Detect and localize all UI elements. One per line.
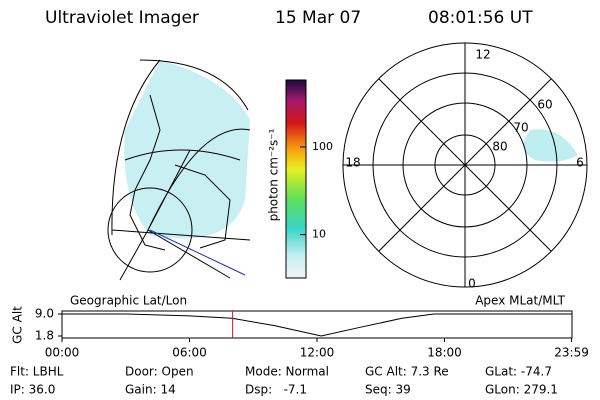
status-field: Seq: 39 (365, 383, 411, 397)
x-tick-label: 18:00 (427, 346, 462, 360)
colorbar-tick-label: 10 (312, 228, 326, 241)
mlt-label: 12 (475, 48, 490, 62)
geo-map (107, 59, 251, 281)
status-field: GLat: -74.7 (485, 365, 552, 379)
mlt-label: 0 (468, 277, 476, 291)
x-tick-label: 00:00 (45, 346, 80, 360)
x-tick-label: 12:00 (300, 346, 335, 360)
timeline-right-label: Apex MLat/MLT (475, 294, 565, 308)
timeline-frame (61, 310, 573, 339)
instrument: Ultraviolet Imager (45, 8, 199, 28)
status-field: Mode: Normal (245, 365, 329, 379)
x-tick-label: 23:59 (554, 346, 589, 360)
timeline-ylabel: GC Alt (11, 306, 25, 344)
status-field: GC Alt: 7.3 Re (365, 365, 449, 379)
time: 08:01:56 UT (428, 8, 533, 28)
mlt-label: 6 (576, 156, 584, 170)
status-field: Flt: LBHL (10, 365, 64, 379)
lat-label: 80 (492, 140, 507, 154)
x-tick-label: 06:00 (172, 346, 207, 360)
y-tick-label: 1.8 (35, 329, 54, 343)
status-field: Dsp: -7.1 (245, 383, 307, 397)
date: 15 Mar 07 (275, 8, 361, 28)
lat-label: 70 (513, 121, 528, 135)
timeline-left-label: Geographic Lat/Lon (70, 294, 187, 308)
altitude-line (62, 313, 572, 337)
lat-label: 60 (537, 98, 552, 112)
status-field: Door: Open (125, 365, 194, 379)
colorbar-tick-label: 100 (312, 140, 333, 153)
colorbar (285, 79, 307, 279)
status-field: GLon: 279.1 (485, 383, 558, 397)
status-field: Gain: 14 (125, 383, 176, 397)
colorbar-label: photon cm⁻²s⁻¹ (267, 128, 281, 221)
status-field: IP: 36.0 (10, 383, 55, 397)
polar-plot (342, 42, 588, 288)
y-tick-label: 9.0 (35, 307, 54, 321)
mlt-label: 18 (345, 156, 360, 170)
